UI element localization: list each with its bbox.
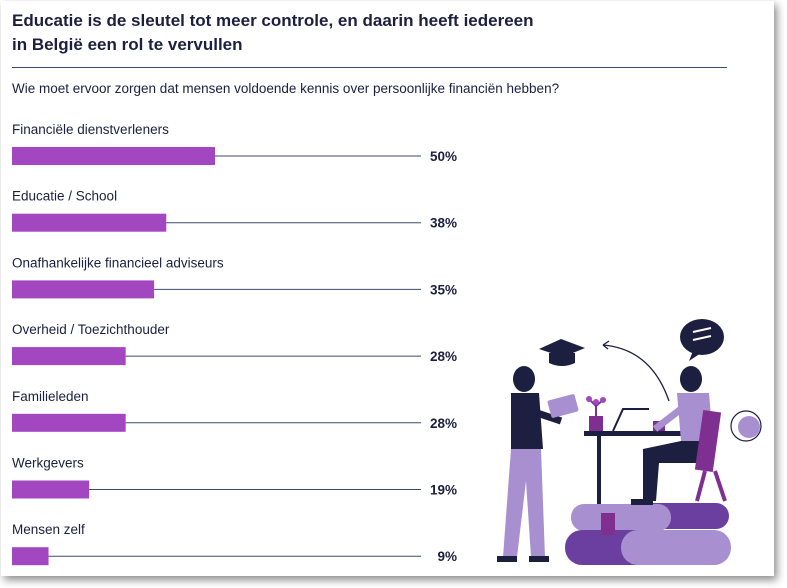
category-label: Overheid / Toezichthouder [12, 322, 170, 337]
sitting-person-icon [631, 366, 727, 505]
bar [12, 413, 126, 432]
category-label: Familieleden [12, 389, 89, 404]
coin-icon [730, 410, 762, 442]
title-line-1: Educatie is de sleutel tot meer controle… [12, 11, 534, 30]
value-label: 28% [430, 416, 457, 431]
category-label: Mensen zelf [12, 522, 85, 537]
category-label: Werkgevers [12, 456, 84, 471]
value-label: 19% [430, 483, 457, 498]
arrow-icon [602, 344, 670, 402]
category-label: Financiële dienstverleners [12, 122, 169, 137]
title-divider [12, 67, 727, 68]
value-label: 38% [430, 216, 457, 231]
bar [12, 547, 49, 566]
bar-chart: Financiële dienstverleners 50% Educatie / … [12, 122, 457, 566]
bar [12, 480, 90, 499]
graduation-cap-icon [539, 339, 585, 366]
value-label: 50% [430, 149, 457, 164]
category-label: Educatie / School [12, 189, 117, 204]
bar [12, 280, 155, 299]
bar [12, 347, 126, 366]
speech-bubble-icon [680, 319, 724, 361]
bar [12, 213, 167, 232]
bar [12, 147, 215, 165]
value-label: 28% [430, 349, 457, 364]
arrowhead-icon [602, 340, 610, 350]
value-label: 9% [437, 549, 457, 564]
category-label: Onafhankelijke financieel adviseurs [12, 255, 224, 270]
chart-question: Wie moet ervoor zorgen dat mensen voldoe… [12, 81, 560, 96]
value-label: 35% [430, 282, 457, 297]
page-title: Educatie is de sleutel tot meer controle… [12, 9, 712, 57]
table-icon [584, 396, 684, 504]
title-line-2: in België een rol te vervullen [12, 35, 243, 54]
infographic-card: Educatie is de sleutel tot meer controle… [1, 1, 774, 576]
education-illustration [497, 319, 762, 565]
books-stack-icon [565, 503, 731, 565]
standing-person-icon [497, 366, 579, 562]
